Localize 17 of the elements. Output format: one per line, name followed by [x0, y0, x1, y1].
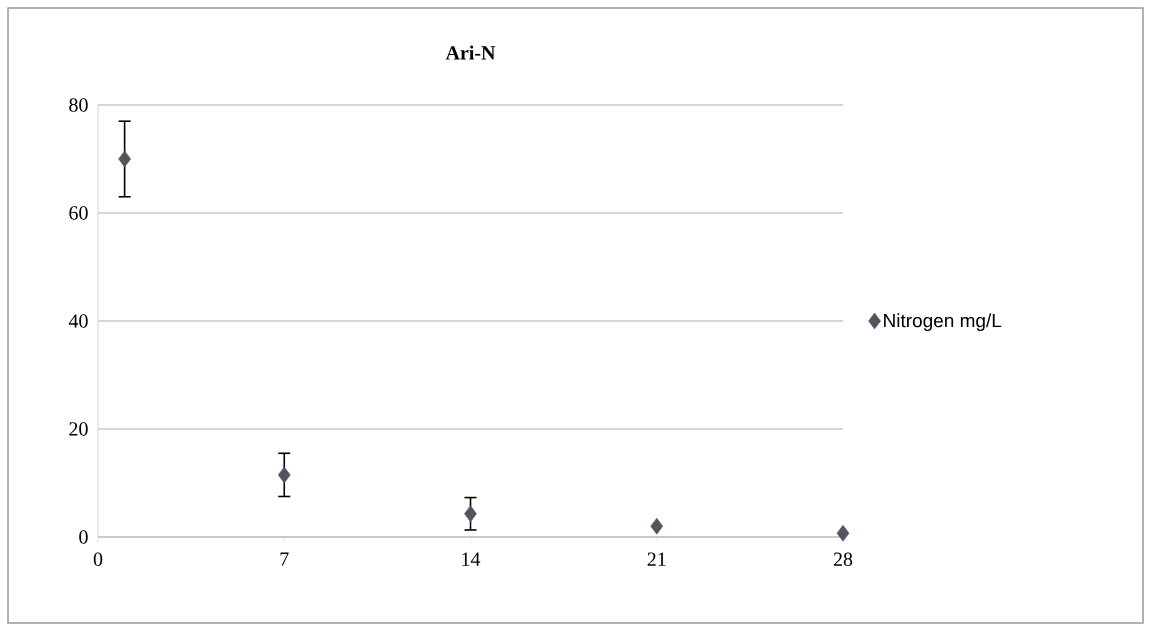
x-tick-label: 21 [647, 552, 666, 566]
point [650, 517, 664, 535]
y-tick-label: 0 [79, 530, 88, 544]
point [118, 150, 131, 168]
y-tick-label: 40 [68, 314, 88, 328]
y-tick-label: 80 [69, 98, 88, 112]
legend-label: Nitrogen mg/L [884, 313, 1002, 332]
point [836, 524, 850, 542]
x-tick-label: 28 [833, 552, 853, 567]
x-tick-label: 0 [93, 552, 103, 567]
y-tick-label: 60 [69, 206, 88, 220]
point [464, 505, 477, 523]
point [277, 466, 291, 484]
x-tick-label: 7 [280, 552, 289, 566]
y-tick-label: 20 [69, 422, 88, 436]
chart-title: Ari-N [445, 45, 496, 60]
x-tick-label: 14 [462, 552, 481, 566]
